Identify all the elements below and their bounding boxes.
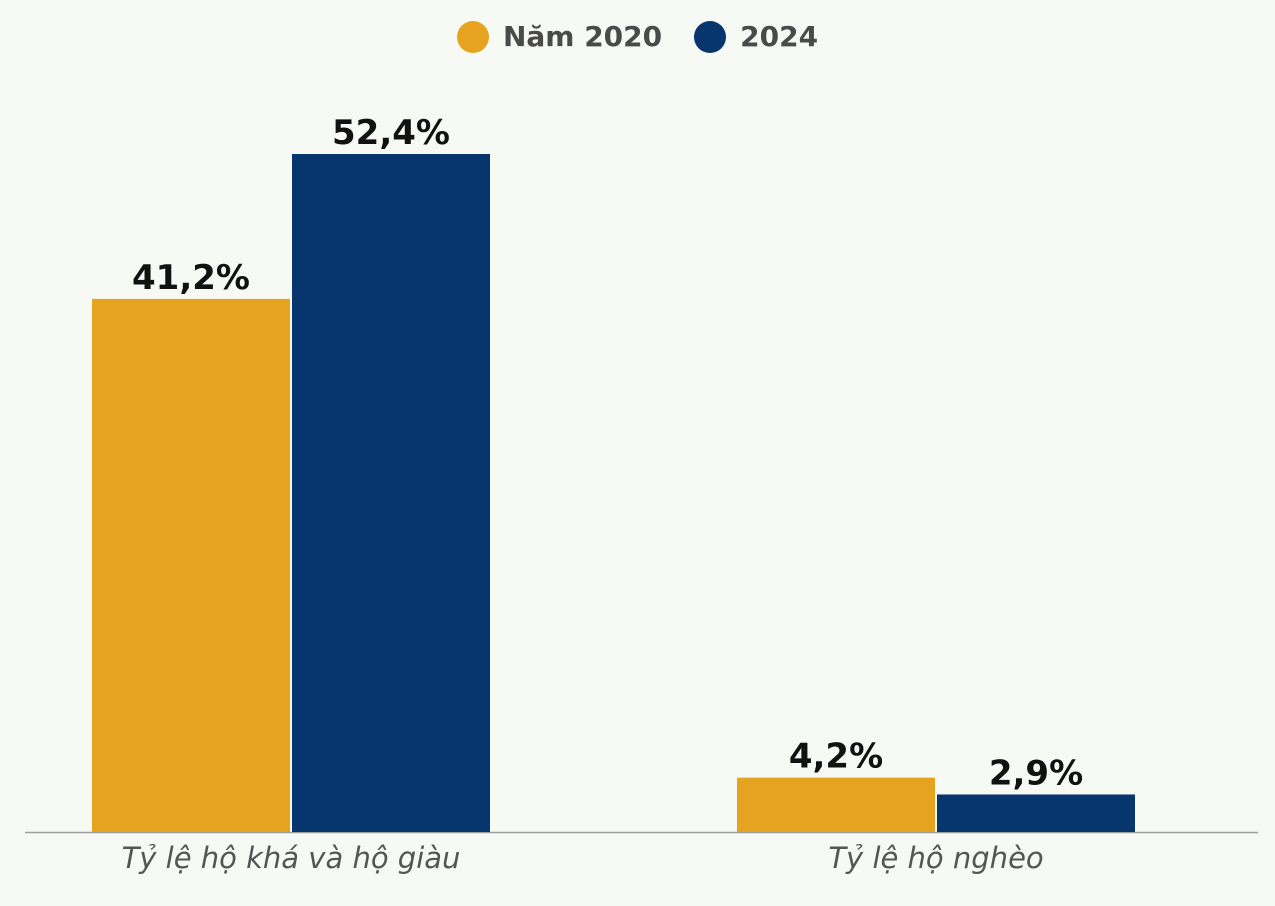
legend-label-2024: 2024 [740,20,819,53]
bar-2024-cat2[interactable] [937,794,1135,832]
legend-label-2020: Năm 2020 [502,20,663,53]
category-label-2: Tỷ lệ hộ nghèo [828,841,1043,875]
bar-2020-cat2[interactable] [737,777,935,832]
legend-swatch-2020 [456,20,489,53]
bar-2020-cat1[interactable] [92,298,290,832]
bar-2024-cat1[interactable] [292,154,490,832]
value-label-2020-cat1: 41,2% [132,258,250,298]
value-label-2024-cat2: 2,9% [989,753,1083,793]
legend-item-2024[interactable]: 2024 [694,20,818,53]
legend: Năm 2020 2024 [0,20,1275,53]
category-label-1: Tỷ lệ hộ khá và hộ giàu [122,841,461,875]
legend-item-2020[interactable]: Năm 2020 [456,20,663,53]
legend-swatch-2024 [694,20,727,53]
value-label-2024-cat1: 52,4% [332,113,450,153]
value-label-2020-cat2: 4,2% [789,737,883,777]
